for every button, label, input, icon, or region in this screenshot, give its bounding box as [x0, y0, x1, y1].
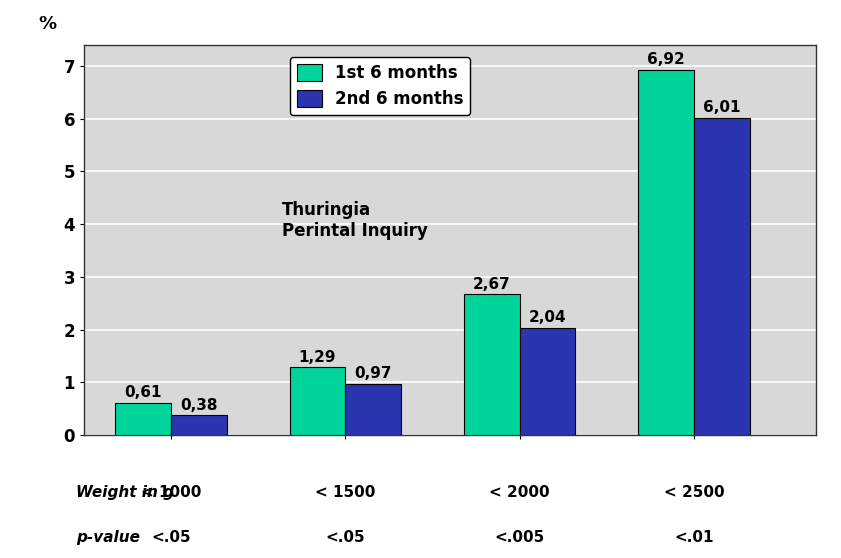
Text: <.05: <.05 — [325, 530, 365, 545]
Text: 1,29: 1,29 — [299, 349, 336, 364]
Y-axis label: %: % — [39, 15, 56, 33]
Text: Weight in g: Weight in g — [76, 485, 174, 501]
Text: <.05: <.05 — [151, 530, 191, 545]
Text: 0,38: 0,38 — [180, 397, 218, 412]
Bar — [115, 403, 172, 435]
Text: 6,92: 6,92 — [647, 52, 685, 68]
Text: p-value: p-value — [76, 530, 140, 545]
Text: < 1500: < 1500 — [315, 485, 376, 501]
Bar — [464, 294, 520, 435]
Text: <.005: <.005 — [495, 530, 545, 545]
Text: 0,61: 0,61 — [124, 386, 162, 401]
Text: 6,01: 6,01 — [703, 100, 740, 116]
Text: 2,04: 2,04 — [529, 310, 566, 325]
Text: Thuringia
Perintal Inquiry: Thuringia Perintal Inquiry — [282, 201, 427, 240]
Legend: 1st 6 months, 2nd 6 months: 1st 6 months, 2nd 6 months — [290, 57, 470, 115]
Bar — [638, 70, 694, 435]
Text: 2,67: 2,67 — [473, 277, 510, 292]
Bar — [172, 415, 227, 435]
Text: < 2500: < 2500 — [664, 485, 724, 501]
Text: < 2000: < 2000 — [489, 485, 550, 501]
Text: 0,97: 0,97 — [355, 367, 392, 382]
Bar — [289, 367, 346, 435]
Text: < 1000: < 1000 — [141, 485, 201, 501]
Bar — [520, 328, 575, 435]
Bar — [694, 118, 749, 435]
Text: <.01: <.01 — [674, 530, 713, 545]
Bar — [346, 384, 401, 435]
